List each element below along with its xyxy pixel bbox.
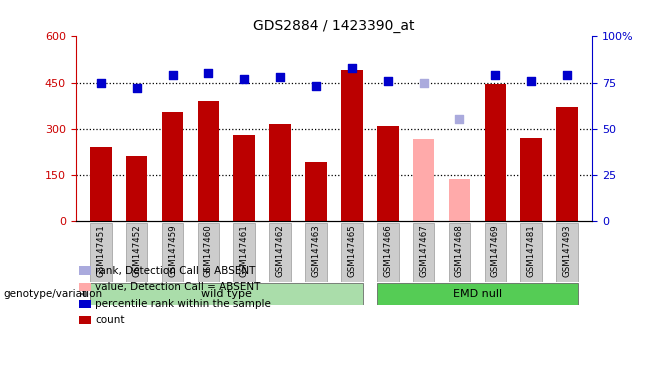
Bar — [269, 223, 291, 282]
Point — [526, 78, 536, 84]
Text: GSM147493: GSM147493 — [563, 225, 572, 277]
Bar — [90, 283, 363, 305]
Point — [311, 83, 321, 89]
Text: GSM147461: GSM147461 — [240, 225, 249, 277]
Text: GSM147460: GSM147460 — [204, 225, 213, 277]
Bar — [520, 223, 542, 282]
Bar — [377, 223, 399, 282]
Bar — [341, 70, 363, 221]
Bar — [484, 223, 506, 282]
Point — [418, 79, 429, 86]
Bar — [305, 162, 327, 221]
Bar — [126, 223, 147, 282]
Bar — [341, 223, 363, 282]
Bar — [484, 84, 506, 221]
Text: rank, Detection Call = ABSENT: rank, Detection Call = ABSENT — [95, 266, 256, 276]
Bar — [126, 156, 147, 221]
Bar — [413, 223, 434, 282]
Bar — [90, 223, 112, 282]
Text: percentile rank within the sample: percentile rank within the sample — [95, 299, 271, 309]
Title: GDS2884 / 1423390_at: GDS2884 / 1423390_at — [253, 19, 415, 33]
Bar — [413, 139, 434, 221]
Bar — [234, 136, 255, 221]
Bar — [377, 283, 578, 305]
Text: GSM147466: GSM147466 — [383, 225, 392, 277]
Text: GSM147481: GSM147481 — [526, 225, 536, 277]
Bar — [556, 107, 578, 221]
Point — [454, 116, 465, 122]
Point — [167, 72, 178, 78]
Bar — [197, 101, 219, 221]
Text: GSM147451: GSM147451 — [96, 225, 105, 277]
Text: GSM147465: GSM147465 — [347, 225, 357, 277]
Text: GSM147469: GSM147469 — [491, 225, 500, 277]
Text: GSM147467: GSM147467 — [419, 225, 428, 277]
Text: GSM147462: GSM147462 — [276, 225, 285, 277]
Bar — [377, 126, 399, 221]
Bar — [305, 223, 327, 282]
Point — [275, 74, 286, 80]
Text: value, Detection Call = ABSENT: value, Detection Call = ABSENT — [95, 282, 261, 292]
Text: genotype/variation: genotype/variation — [3, 289, 103, 299]
Bar — [197, 223, 219, 282]
Bar — [162, 223, 184, 282]
Point — [382, 78, 393, 84]
Bar — [269, 124, 291, 221]
Point — [562, 72, 572, 78]
Text: GSM147468: GSM147468 — [455, 225, 464, 277]
Bar — [234, 223, 255, 282]
Point — [95, 79, 106, 86]
Point — [490, 72, 501, 78]
Text: count: count — [95, 315, 125, 325]
Bar — [449, 179, 470, 221]
Text: wild type: wild type — [201, 289, 252, 299]
Point — [239, 76, 249, 82]
Bar — [90, 147, 112, 221]
Point — [347, 65, 357, 71]
Text: GSM147452: GSM147452 — [132, 225, 141, 277]
Bar — [556, 223, 578, 282]
Bar — [162, 112, 184, 221]
Text: GSM147463: GSM147463 — [311, 225, 320, 277]
Bar — [520, 139, 542, 221]
Point — [203, 70, 214, 76]
Bar — [449, 223, 470, 282]
Text: EMD null: EMD null — [453, 289, 502, 299]
Point — [132, 85, 142, 91]
Text: GSM147459: GSM147459 — [168, 225, 177, 277]
